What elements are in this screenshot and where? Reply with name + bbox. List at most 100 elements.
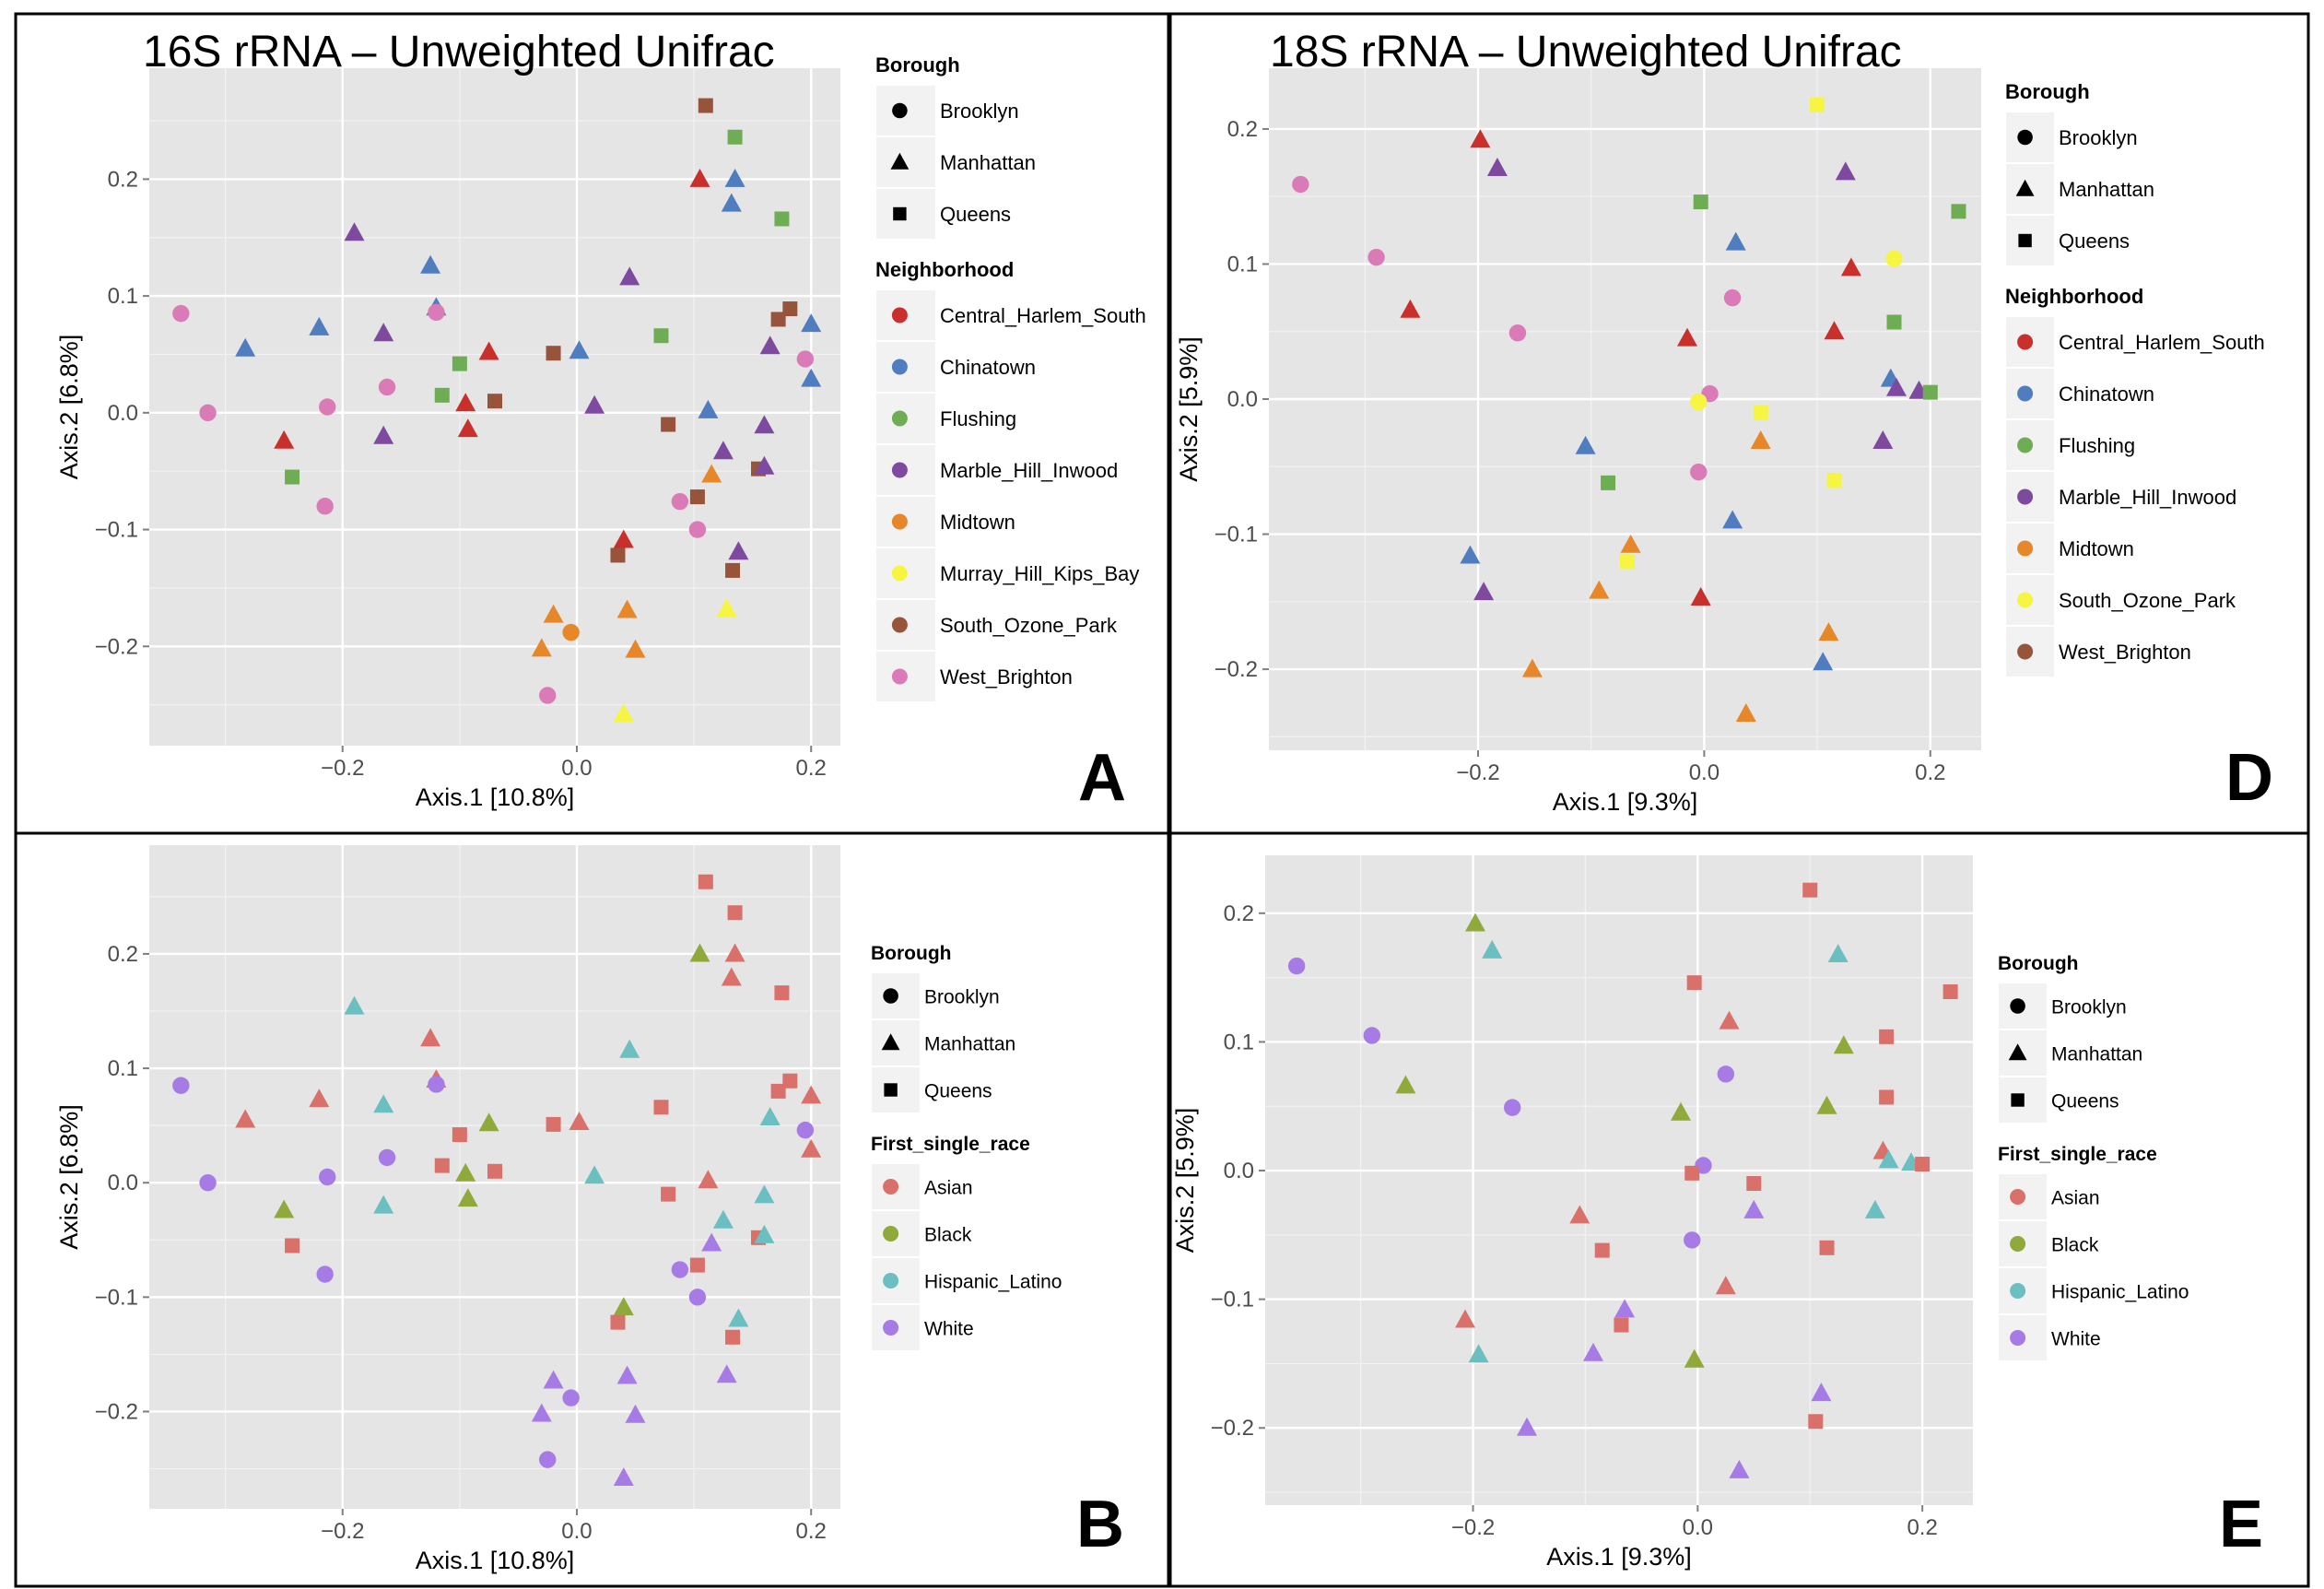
data-point <box>546 346 561 361</box>
data-point <box>1879 1029 1895 1044</box>
data-point <box>616 599 638 618</box>
data-point <box>373 425 394 444</box>
panel-b: −0.2 0.0 0.2 −0.2 −0.1 0.0 0.1 0.2 Axis.1 [10.8%… <box>55 845 1124 1574</box>
legend-label: Manhattan <box>2059 178 2154 201</box>
data-point <box>569 1112 590 1130</box>
data-point <box>774 985 790 1001</box>
y-axis-title: Axis.2 [6.8%] <box>55 335 83 480</box>
data-point <box>373 323 394 342</box>
data-point <box>721 967 742 986</box>
legend-label: Marble_Hill_Inwood <box>2059 486 2236 509</box>
data-point <box>1690 587 1711 606</box>
legend-key-color <box>883 1179 899 1195</box>
data-point <box>724 169 745 187</box>
data-point <box>316 498 334 515</box>
data-point <box>671 1261 689 1278</box>
legend-label: Central_Harlem_South <box>940 304 1146 327</box>
x-tick-label: 0.2 <box>1907 1515 1937 1540</box>
data-point <box>613 703 634 723</box>
data-point <box>1677 327 1697 347</box>
data-point <box>613 1297 634 1316</box>
data-point <box>619 266 640 286</box>
legend-label: White <box>924 1319 974 1340</box>
y-tick-label: 0.0 <box>108 1171 138 1195</box>
legend-key-square <box>893 206 907 221</box>
x-tick-label: 0.0 <box>1689 760 1720 785</box>
data-point <box>1827 944 1849 962</box>
legend-key-color <box>2017 385 2034 402</box>
legend-key-box <box>874 547 937 600</box>
legend-label: Midtown <box>2059 537 2134 560</box>
data-point <box>1367 248 1385 266</box>
data-point <box>1885 250 1903 267</box>
legend-key-color <box>2017 540 2034 557</box>
y-axis-title: Axis.2 [5.9%] <box>1171 1108 1199 1254</box>
legend-label: Chinatown <box>940 356 1036 379</box>
y-tick-label: 0.2 <box>1224 901 1254 926</box>
data-point <box>546 1116 561 1132</box>
data-point <box>801 1085 822 1104</box>
data-point <box>1833 1035 1854 1054</box>
data-point <box>716 1364 737 1383</box>
data-point <box>1614 1299 1636 1318</box>
legend-label: Hispanic_Latino <box>2051 1282 2189 1303</box>
data-point <box>616 1365 638 1384</box>
data-point <box>721 193 742 212</box>
y-tick-label: 0.1 <box>1227 252 1258 277</box>
y-tick-label: −0.1 <box>1215 523 1258 547</box>
legend-key-color <box>891 410 908 427</box>
data-point <box>562 1389 580 1407</box>
data-point <box>610 1314 626 1330</box>
y-tick-label: 0.0 <box>1227 387 1258 412</box>
data-point <box>613 529 634 548</box>
data-point <box>316 1265 334 1283</box>
data-point <box>1465 912 1485 932</box>
legend-key-color <box>2010 1283 2026 1299</box>
x-tick-label: 0.0 <box>1683 1515 1713 1540</box>
data-point <box>285 1238 300 1254</box>
y-tick-label: −0.2 <box>1211 1416 1254 1441</box>
data-point <box>274 430 295 449</box>
legend-key-square <box>2018 233 2032 248</box>
data-point <box>754 415 775 434</box>
data-point <box>1753 405 1768 420</box>
legend: Borough Brooklyn Manhattan Queens First_sing… <box>1997 953 2189 1362</box>
legend-key-triangle <box>2015 179 2035 196</box>
legend-label: Black <box>2051 1235 2099 1256</box>
data-point <box>801 1138 822 1158</box>
legend-key-circle <box>2010 998 2025 1014</box>
data-point <box>759 1107 781 1125</box>
y-tick-label: 0.2 <box>108 942 138 967</box>
data-point <box>688 521 707 538</box>
legend-key-color <box>891 565 908 582</box>
plot-background <box>1265 855 1973 1505</box>
data-point <box>610 547 626 563</box>
panel-letter: B <box>1076 1488 1124 1561</box>
data-point <box>728 1308 749 1327</box>
data-point <box>319 1168 336 1186</box>
data-point <box>420 1028 441 1047</box>
panel-e: −0.2 0.0 0.2 −0.2 −0.1 0.0 0.1 0.2 Axis.1 [9.3%]… <box>1171 855 2263 1571</box>
data-point <box>716 598 737 618</box>
data-point <box>1735 703 1756 722</box>
data-point <box>452 356 467 371</box>
data-point <box>754 1184 775 1204</box>
data-point <box>1671 1101 1691 1121</box>
data-point <box>319 398 336 416</box>
data-point <box>701 464 722 483</box>
data-point <box>487 394 502 409</box>
legend-key-box <box>874 135 937 189</box>
data-point <box>1517 1417 1537 1436</box>
legend-label: Manhattan <box>924 1034 1015 1055</box>
data-point <box>199 404 217 422</box>
data-point <box>1818 622 1839 641</box>
data-point <box>754 1224 775 1243</box>
data-point <box>562 623 580 641</box>
data-point <box>1508 324 1527 342</box>
data-point <box>653 1100 669 1115</box>
data-point <box>770 1083 786 1099</box>
data-point <box>1486 158 1508 176</box>
x-axis-title: Axis.1 [9.3%] <box>1546 1543 1692 1571</box>
data-point <box>724 943 745 962</box>
legend-key-circle <box>2017 129 2033 146</box>
